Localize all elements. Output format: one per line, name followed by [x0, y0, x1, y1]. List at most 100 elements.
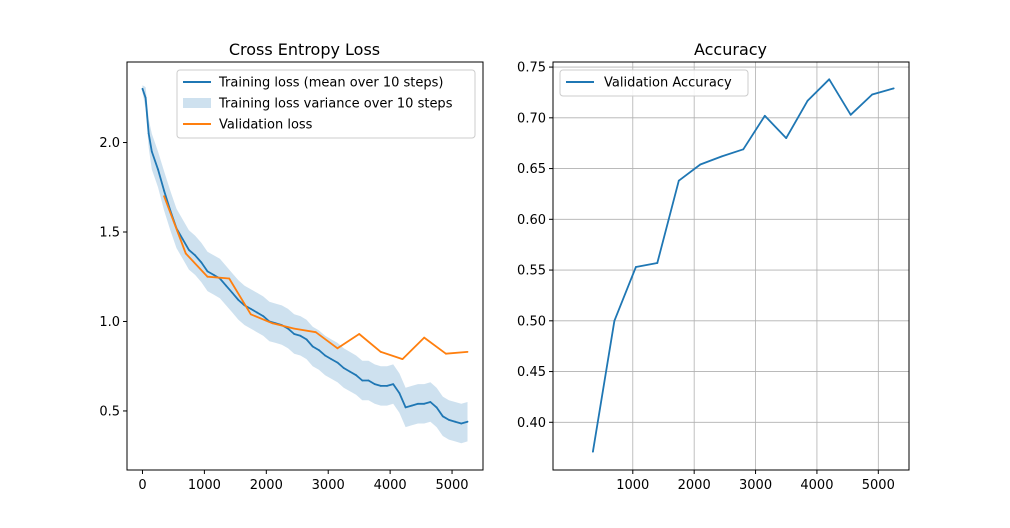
legend-label-training-loss: Training loss (mean over 10 steps): [218, 76, 444, 91]
loss-point-training-loss-mean-over-10-steps: [237, 299, 240, 301]
loss-legend: Training loss (mean over 10 steps) Train…: [176, 69, 476, 139]
accuracy-point-validation-accuracy: [656, 262, 659, 264]
loss-point-training-loss-mean-over-10-steps: [398, 392, 401, 394]
loss-point-training-loss-mean-over-10-steps: [200, 261, 203, 264]
loss-point-validation-loss: [445, 352, 447, 355]
legend-swatch-variance: [183, 98, 211, 108]
loss-point-training-loss-mean-over-10-steps: [435, 406, 438, 409]
loss-point-training-loss-mean-over-10-steps: [225, 284, 228, 287]
accuracy-chart-title: Accuracy: [694, 40, 767, 59]
accuracy-ytick-label: 0.65: [517, 162, 546, 177]
loss-point-training-loss-mean-over-10-steps: [206, 270, 209, 273]
loss-point-training-loss-mean-over-10-steps: [441, 415, 444, 418]
accuracy-point-validation-accuracy: [849, 113, 852, 116]
loss-point-validation-loss: [271, 322, 274, 325]
accuracy-point-validation-accuracy: [785, 137, 788, 140]
loss-point-training-loss-mean-over-10-steps: [188, 249, 190, 251]
loss-point-training-loss-mean-over-10-steps: [342, 367, 345, 369]
accuracy-ytick-label: 0.60: [517, 213, 546, 228]
loss-point-training-loss-mean-over-10-steps: [256, 311, 258, 314]
loss-point-training-loss-mean-over-10-steps: [410, 404, 413, 407]
loss-legend-box: [176, 69, 476, 139]
accuracy-ytick-label: 0.55: [517, 264, 546, 279]
loss-point-validation-loss: [336, 347, 339, 350]
loss-point-validation-loss: [249, 313, 252, 316]
loss-point-training-loss-mean-over-10-steps: [311, 345, 314, 348]
accuracy-ytick-label: 0.50: [517, 314, 546, 329]
loss-point-training-loss-mean-over-10-steps: [287, 327, 289, 330]
loss-point-training-loss-mean-over-10-steps: [379, 385, 382, 387]
loss-point-training-loss-mean-over-10-steps: [163, 189, 166, 192]
loss-ytick-label: 1.5: [99, 226, 120, 241]
loss-axes: 0 1000 2000 3000 4000 5000 0.5 1.0 1.5 2.0: [99, 61, 484, 493]
loss-point-training-loss-mean-over-10-steps: [386, 385, 388, 387]
loss-point-validation-loss: [423, 336, 426, 339]
legend-label-validation-accuracy: Validation Accuracy: [604, 76, 732, 91]
accuracy-ytick-label: 0.45: [517, 365, 546, 380]
loss-point-training-loss-mean-over-10-steps: [181, 238, 184, 241]
loss-point-training-loss-mean-over-10-steps: [305, 338, 308, 341]
loss-xtick-label: 0: [138, 478, 146, 493]
loss-point-validation-loss: [379, 351, 382, 353]
loss-xtick-label: 2000: [250, 478, 283, 493]
accuracy-point-validation-accuracy: [592, 450, 594, 453]
loss-point-training-loss-mean-over-10-steps: [141, 87, 144, 90]
loss-point-validation-loss: [358, 333, 361, 335]
loss-xtick-label: 1000: [188, 478, 221, 493]
accuracy-point-validation-accuracy: [635, 266, 637, 268]
accuracy-ytick-label: 0.40: [517, 416, 546, 431]
loss-point-validation-loss: [466, 351, 469, 353]
loss-point-training-loss-mean-over-10-steps: [367, 379, 370, 382]
loss-point-training-loss-mean-over-10-steps: [318, 349, 320, 351]
loss-point-training-loss-mean-over-10-steps: [147, 132, 150, 135]
loss-variance-band-layer: [142, 85, 468, 444]
loss-band-training-loss-variance-over-10-steps: [142, 85, 468, 444]
accuracy-xtick-label: 4000: [800, 478, 833, 493]
accuracy-xtick-label: 3000: [739, 478, 772, 493]
loss-ytick-label: 1.0: [99, 315, 120, 330]
loss-point-training-loss-mean-over-10-steps: [231, 291, 234, 294]
legend-label-validation-loss: Validation loss: [219, 118, 313, 133]
loss-point-training-loss-mean-over-10-steps: [194, 254, 197, 257]
loss-point-training-loss-mean-over-10-steps: [460, 422, 463, 425]
loss-point-training-loss-mean-over-10-steps: [157, 168, 159, 171]
accuracy-point-validation-accuracy: [613, 319, 616, 322]
accuracy-point-validation-accuracy: [699, 163, 702, 166]
loss-point-training-loss-mean-over-10-steps: [373, 383, 376, 385]
accuracy-xtick-label: 1000: [616, 478, 649, 493]
loss-point-training-loss-mean-over-10-steps: [349, 370, 351, 373]
accuracy-point-validation-accuracy: [871, 93, 874, 96]
accuracy-point-validation-accuracy: [720, 155, 723, 158]
loss-axes-frame: [126, 61, 484, 471]
loss-xtick-label: 3000: [312, 478, 345, 493]
loss-ytick-label: 2.0: [99, 136, 120, 151]
loss-ytick-label: 0.5: [99, 404, 120, 419]
loss-point-training-loss-mean-over-10-steps: [249, 308, 252, 310]
loss-point-training-loss-mean-over-10-steps: [429, 401, 432, 403]
accuracy-point-validation-accuracy: [806, 99, 809, 102]
loss-point-training-loss-mean-over-10-steps: [324, 354, 326, 357]
loss-point-training-loss-mean-over-10-steps: [423, 402, 426, 405]
accuracy-point-validation-accuracy: [892, 87, 895, 90]
loss-point-training-loss-mean-over-10-steps: [212, 274, 215, 276]
accuracy-chart: Accuracy 1000 2000 3000 4000 5000 0.40 0.45 0.5…: [517, 40, 910, 493]
loss-point-training-loss-mean-over-10-steps: [336, 361, 339, 364]
loss-point-training-loss-mean-over-10-steps: [262, 315, 265, 317]
loss-point-training-loss-mean-over-10-steps: [355, 374, 357, 377]
loss-point-validation-loss: [401, 358, 404, 360]
loss-point-validation-loss: [184, 252, 187, 255]
accuracy-axes-frame: [552, 61, 910, 471]
accuracy-legend: Validation Accuracy: [559, 69, 749, 97]
loss-point-training-loss-mean-over-10-steps: [144, 96, 147, 99]
accuracy-point-validation-accuracy: [763, 114, 766, 117]
legend-label-variance: Training loss variance over 10 steps: [218, 97, 453, 112]
accuracy-ytick-label: 0.75: [517, 61, 546, 76]
loss-point-training-loss-mean-over-10-steps: [466, 420, 469, 423]
loss-xtick-label: 5000: [435, 478, 468, 493]
loss-point-validation-loss: [293, 327, 296, 330]
loss-point-training-loss-mean-over-10-steps: [361, 379, 364, 382]
loss-chart: Cross Entropy Loss 0 1000 2000 3000 4000 5000…: [99, 40, 484, 493]
loss-point-training-loss-mean-over-10-steps: [293, 333, 296, 335]
